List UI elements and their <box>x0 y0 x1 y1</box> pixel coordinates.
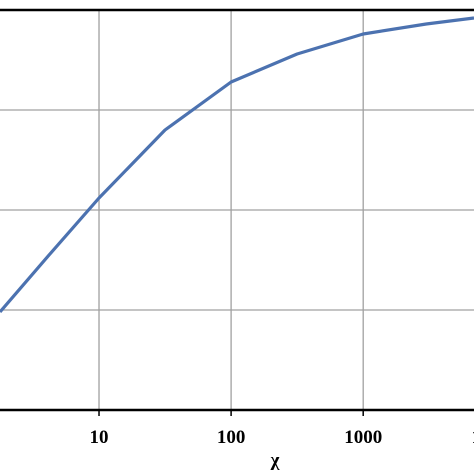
x-tick-label: 10 <box>90 427 109 448</box>
data-line <box>0 16 474 314</box>
x-tick-label: 100 <box>217 427 246 448</box>
x-tick-label: 1000 <box>344 427 382 448</box>
x-axis-label: χ <box>270 450 280 471</box>
x-tick-label: 10000 <box>472 427 474 448</box>
